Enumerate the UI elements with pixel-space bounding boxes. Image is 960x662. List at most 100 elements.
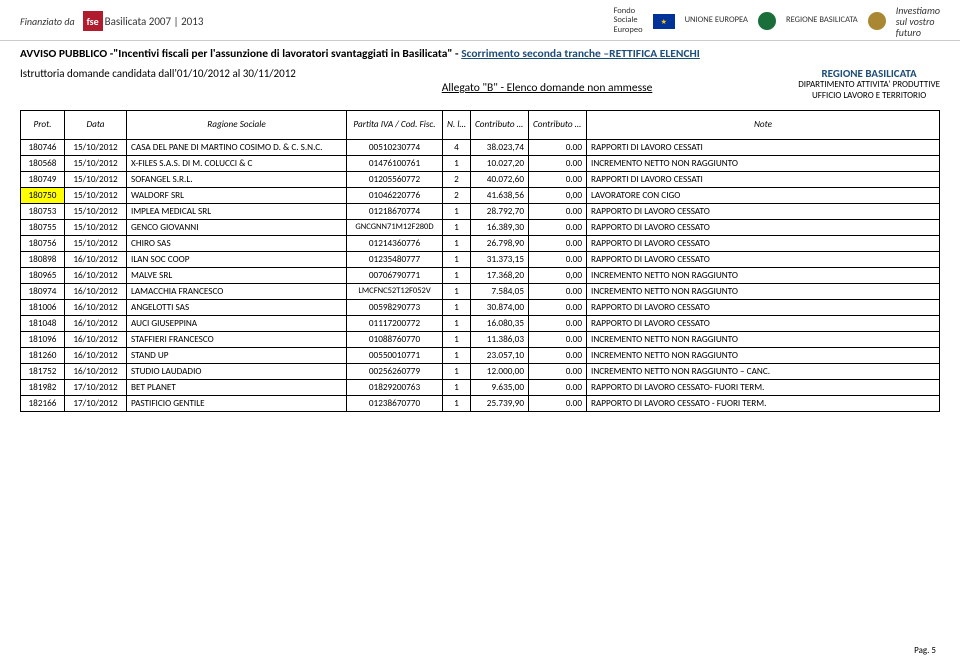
col-data: Data (65, 110, 127, 139)
fondo-label: Fondo Sociale Europeo (613, 7, 642, 35)
cell-piva: 00256260779 (347, 363, 443, 379)
cell-piva: 01476100761 (347, 155, 443, 171)
cell-prot: 180756 (21, 235, 65, 251)
col-prot: Prot. (21, 110, 65, 139)
cell-richiesto: 31.373,15 (471, 251, 529, 267)
cell-data: 16/10/2012 (65, 347, 127, 363)
cell-nlav: 4 (443, 139, 471, 155)
cell-data: 16/10/2012 (65, 363, 127, 379)
table-row: 18216617/10/2012PASTIFICIO GENTILE012386… (21, 395, 940, 411)
table-row: 18089816/10/2012ILAN SOC COOP01235480777… (21, 251, 940, 267)
cell-richiesto: 26.798,90 (471, 235, 529, 251)
cell-piva: 00510230774 (347, 139, 443, 155)
cell-piva: 01238670770 (347, 395, 443, 411)
cell-note: INCREMENTO NETTO NON RAGGIUNTO (587, 283, 940, 299)
cell-data: 15/10/2012 (65, 155, 127, 171)
cell-nlav: 1 (443, 363, 471, 379)
cell-note: LAVORATORE CON CIGO (587, 187, 940, 203)
cell-richiesto: 23.057,10 (471, 347, 529, 363)
cell-ragione: X-FILES S.A.S. DI M. COLUCCI & C (127, 155, 347, 171)
cell-data: 15/10/2012 (65, 203, 127, 219)
title-area: AVVISO PUBBLICO -"Incentivi fiscali per … (0, 41, 960, 63)
cell-note: RAPPORTO DI LAVORO CESSATO (587, 219, 940, 235)
cell-prot: 180755 (21, 219, 65, 235)
cell-note: RAPPORTO DI LAVORO CESSATO (587, 203, 940, 219)
cell-piva: 01829200763 (347, 379, 443, 395)
cell-concesso: 0.00 (529, 155, 587, 171)
cell-concesso: 0.00 (529, 395, 587, 411)
cell-concesso: 0.00 (529, 251, 587, 267)
invest-label: Investiamo sul vostro futuro (896, 5, 940, 38)
cell-nlav: 1 (443, 395, 471, 411)
cell-ragione: ILAN SOC COOP (127, 251, 347, 267)
cell-ragione: GENCO GIOVANNI (127, 219, 347, 235)
cell-richiesto: 7.584,05 (471, 283, 529, 299)
cell-piva: 01214360776 (347, 235, 443, 251)
cell-richiesto: 12.000,00 (471, 363, 529, 379)
main-title: AVVISO PUBBLICO -"Incentivi fiscali per … (20, 47, 700, 61)
istruttoria-label: Istruttoria domande candidata dall'01/10… (20, 67, 296, 80)
cell-piva: 01205560772 (347, 171, 443, 187)
cell-nlav: 1 (443, 235, 471, 251)
cell-richiesto: 10.027,20 (471, 155, 529, 171)
cell-ragione: SOFANGEL S.R.L. (127, 171, 347, 187)
cell-ragione: STUDIO LAUDADIO (127, 363, 347, 379)
cell-ragione: IMPLEA MEDICAL SRL (127, 203, 347, 219)
cell-concesso: 0.00 (529, 139, 587, 155)
cell-note: RAPPORTO DI LAVORO CESSATO (587, 299, 940, 315)
table-row: 18109616/10/2012STAFFIERI FRANCESCO01088… (21, 331, 940, 347)
header-right: Fondo Sociale Europeo UNIONE EUROPEA REG… (613, 5, 940, 38)
cell-data: 16/10/2012 (65, 315, 127, 331)
cell-nlav: 1 (443, 267, 471, 283)
allegato-label: Allegato "B" - Elenco domande non ammess… (442, 81, 653, 95)
ufficio-label: UFFICIO LAVORO E TERRITORIO (798, 91, 940, 102)
cell-piva: 01046220776 (347, 187, 443, 203)
cell-data: 17/10/2012 (65, 395, 127, 411)
cell-prot: 180753 (21, 203, 65, 219)
cell-prot: 180974 (21, 283, 65, 299)
cell-piva: 01088760770 (347, 331, 443, 347)
cell-concesso: 0.00 (529, 363, 587, 379)
cell-nlav: 1 (443, 347, 471, 363)
cell-data: 15/10/2012 (65, 235, 127, 251)
col-concesso: Contributo Concesso (529, 110, 587, 139)
cell-ragione: STAND UP (127, 347, 347, 363)
region-label: REGIONE BASILICATA (786, 16, 858, 25)
cell-concesso: 0,00 (529, 187, 587, 203)
page-footer: Pag. 5 (914, 645, 936, 656)
cell-piva: LMCFNC52T12F052V (347, 283, 443, 299)
cell-note: INCREMENTO NETTO NON RAGGIUNTO (587, 347, 940, 363)
cell-prot: 181096 (21, 331, 65, 347)
cell-nlav: 1 (443, 331, 471, 347)
cell-ragione: CHIRO SAS (127, 235, 347, 251)
cell-richiesto: 11.386,03 (471, 331, 529, 347)
cell-note: RAPPORTI DI LAVORO CESSATI (587, 139, 940, 155)
cell-nlav: 2 (443, 171, 471, 187)
cell-ragione: CASA DEL PANE DI MARTINO COSIMO D. & C. … (127, 139, 347, 155)
cell-nlav: 1 (443, 203, 471, 219)
table-row: 18056815/10/2012X-FILES S.A.S. DI M. COL… (21, 155, 940, 171)
table-row: 18075515/10/2012GENCO GIOVANNIGNCGNN71M1… (21, 219, 940, 235)
col-ragione: Ragione Sociale (127, 110, 347, 139)
cell-nlav: 1 (443, 219, 471, 235)
cell-note: RAPPORTO DI LAVORO CESSATO- FUORI TERM. (587, 379, 940, 395)
cell-data: 16/10/2012 (65, 251, 127, 267)
cell-concesso: 0,00 (529, 267, 587, 283)
cell-data: 15/10/2012 (65, 219, 127, 235)
cell-prot: 180965 (21, 267, 65, 283)
title-prefix: AVVISO PUBBLICO -"Incentivi fiscali per … (20, 47, 461, 61)
cell-data: 15/10/2012 (65, 171, 127, 187)
cell-richiesto: 16.389,30 (471, 219, 529, 235)
cell-data: 16/10/2012 (65, 283, 127, 299)
cell-richiesto: 41.638,56 (471, 187, 529, 203)
cell-ragione: BET PLANET (127, 379, 347, 395)
cell-note: RAPPORTO DI LAVORO CESSATO (587, 251, 940, 267)
cell-concesso: 0.00 (529, 299, 587, 315)
table-header-row: Prot. Data Ragione Sociale Partita IVA /… (21, 110, 940, 139)
cell-richiesto: 30.874,00 (471, 299, 529, 315)
cell-nlav: 1 (443, 379, 471, 395)
table-container: Prot. Data Ragione Sociale Partita IVA /… (0, 102, 960, 412)
table-row: 18075015/10/2012WALDORF SRL0104622077624… (21, 187, 940, 203)
cell-data: 15/10/2012 (65, 187, 127, 203)
cell-concesso: 0.00 (529, 347, 587, 363)
